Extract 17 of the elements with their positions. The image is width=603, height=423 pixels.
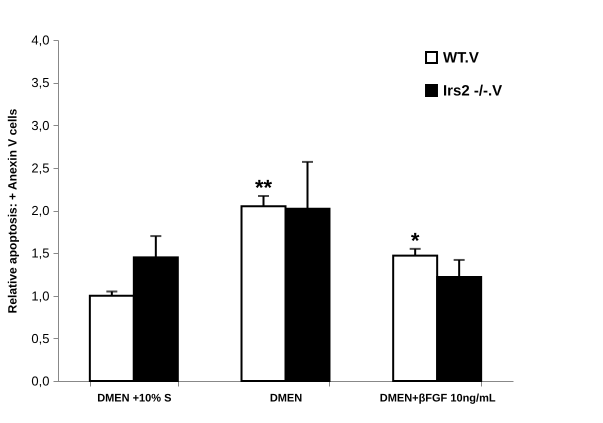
- data-label: *: [410, 228, 420, 253]
- y-tick-label: 1,0: [31, 288, 50, 304]
- y-tick-label: 3,5: [31, 75, 50, 90]
- y-tick-label: 0,0: [31, 374, 50, 388]
- legend-label: Irs2 -/-.V: [443, 82, 502, 100]
- y-tick-label: 2,5: [31, 160, 50, 176]
- y-tick-label: 1,5: [31, 246, 50, 261]
- x-tick-label: DMEN+βFGF 10ng/mL: [380, 392, 496, 404]
- x-tick-label: DMEN: [270, 392, 302, 404]
- legend-label: WT.V: [443, 50, 479, 66]
- y-tick-label: 2,0: [31, 203, 50, 218]
- y-axis-title: Relative apoptosis: + Anexin V cells: [5, 108, 20, 314]
- data-label: **: [254, 175, 273, 200]
- y-tick-label: 0,5: [31, 330, 50, 346]
- y-tick-label: 3,0: [31, 118, 50, 133]
- x-tick-label: DMEN +10% S: [97, 392, 172, 404]
- y-tick-label: 4,0: [31, 32, 50, 48]
